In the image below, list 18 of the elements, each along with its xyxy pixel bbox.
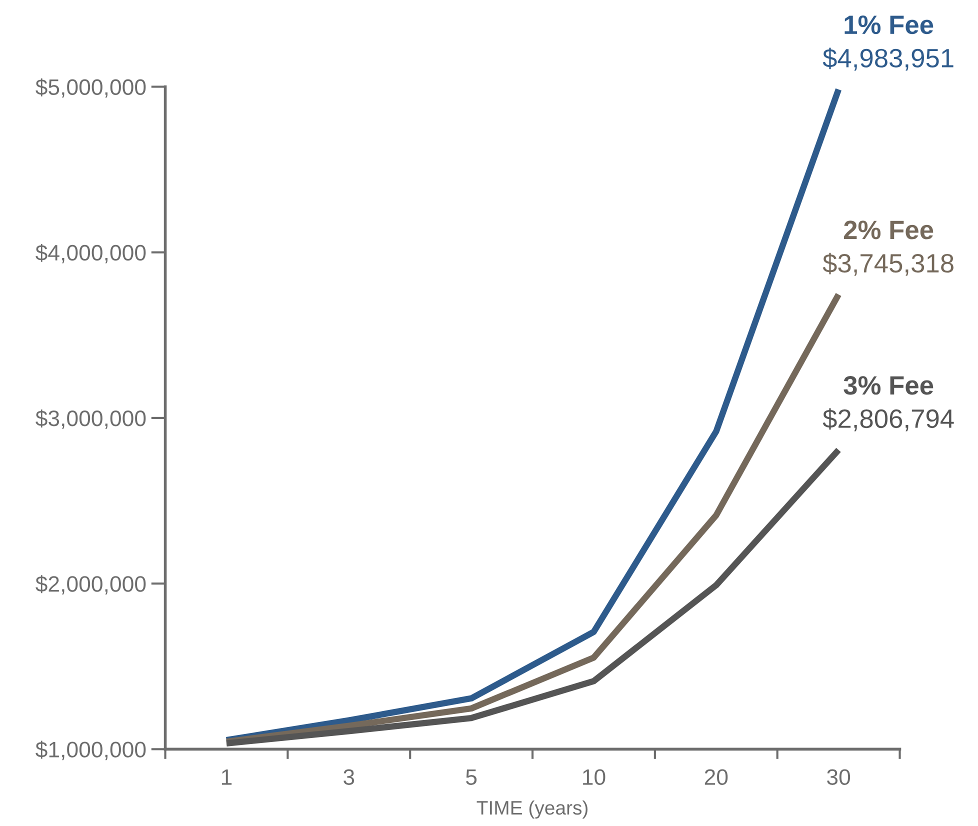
y-tick-label: $3,000,000 bbox=[36, 410, 146, 429]
y-tick-label: $1,000,000 bbox=[36, 740, 146, 760]
x-tick-label: 5 bbox=[466, 769, 477, 785]
x-tick-label: 3 bbox=[344, 769, 354, 785]
x-tick-label: 20 bbox=[704, 769, 728, 785]
text: 1% Fee bbox=[844, 16, 934, 34]
data-label: $2,806,794 bbox=[822, 408, 954, 432]
x-tick-label: 10 bbox=[583, 769, 606, 785]
text: 2% Fee bbox=[844, 220, 934, 240]
x-tick-label: 30 bbox=[827, 769, 850, 785]
data-label: $4,983,951 bbox=[822, 48, 954, 71]
data-label: $3,745,318 bbox=[822, 252, 954, 276]
x-tick-label: 1 bbox=[222, 769, 232, 785]
y-tick-label: $2,000,000 bbox=[36, 575, 146, 594]
x-axis-title: TIME (years) bbox=[476, 800, 588, 819]
y-tick-label: $5,000,000 bbox=[36, 78, 146, 98]
text: 3% Fee bbox=[844, 376, 934, 395]
y-tick-label: $4,000,000 bbox=[36, 244, 146, 264]
